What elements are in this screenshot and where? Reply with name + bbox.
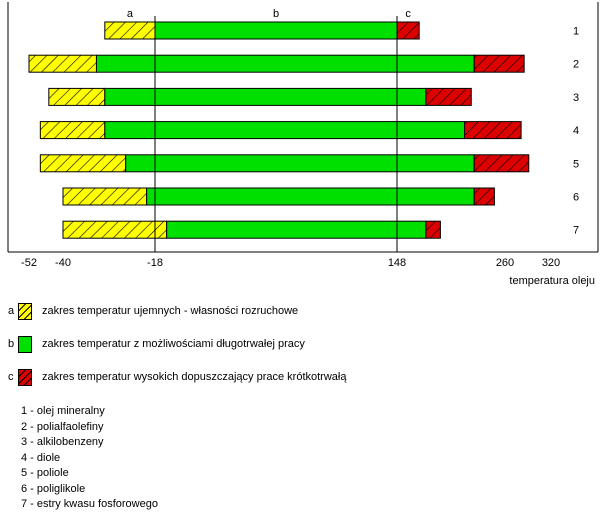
bar-segment-a — [104, 21, 156, 40]
oil-type-key: 1 - olej mineralny 2 - polialfaolefiny 3… — [21, 404, 158, 513]
oil-type-note: 7 - estry kwasu fosforowego — [21, 498, 158, 510]
legend-label: zakres temperatur ujemnych - własności r… — [42, 305, 299, 317]
bar-segment-b — [146, 187, 475, 206]
segment-label-c: c — [405, 8, 411, 20]
oil-type-note: 1 - olej mineralny — [21, 405, 105, 417]
bar-segment-c — [473, 187, 495, 206]
bar-segment-b — [104, 121, 466, 140]
bar-segment-a — [48, 87, 106, 106]
legend-item-c: c zakres temperatur wysokich dopuszczają… — [8, 367, 346, 387]
bar-segment-a — [28, 54, 97, 73]
segment-label-a: a — [127, 8, 134, 20]
bar-segment-b — [104, 87, 427, 106]
x-axis-title: temperatura oleju — [509, 275, 595, 287]
bar-segment-c — [396, 21, 420, 40]
bar-segment-b — [154, 21, 398, 40]
legend-label: zakres temperatur wysokich dopuszczający… — [42, 371, 347, 383]
legend-swatch-b — [18, 335, 32, 353]
oil-type-note: 4 - diole — [21, 451, 61, 464]
bar-segment-c — [473, 54, 525, 73]
row-number-label: 2 — [573, 59, 579, 71]
oil-type-note: 5 - poliole — [21, 467, 69, 479]
bar-segment-c — [473, 154, 530, 173]
bar-segment-a — [39, 154, 127, 173]
oil-type-note: 2 - polialfaolefiny — [21, 420, 104, 433]
oil-temperature-range-chart: 1 2 3 4 5 6 7 a b c -52 -40 -18 148 260 320 temperatura … — [7, 2, 599, 287]
bar-segment-b — [125, 154, 475, 173]
legend-letter: a — [8, 305, 15, 317]
x-tick-label: 260 — [496, 257, 514, 269]
oil-type-note: 6 - poliglikole — [21, 482, 86, 495]
segment-label-b: b — [273, 8, 279, 20]
bar-segment-a — [62, 220, 168, 239]
legend-letter: c — [8, 371, 14, 383]
legend-swatch-a — [18, 302, 32, 320]
row-number-label: 6 — [573, 192, 579, 204]
x-tick-label: 148 — [388, 257, 406, 269]
row-number-label: 4 — [573, 125, 579, 137]
x-tick-label: -52 — [21, 257, 37, 269]
bar-segment-c — [425, 220, 441, 239]
row-number-label: 7 — [573, 225, 579, 237]
oil-type-note: 3 - alkilobenzeny — [21, 436, 104, 448]
legend-label: zakres temperatur z możliwościami długot… — [42, 338, 305, 350]
bar-segment-c — [425, 87, 472, 106]
x-tick-label: 320 — [542, 257, 560, 269]
x-tick-label: -40 — [55, 257, 71, 269]
row-number-label: 1 — [573, 26, 579, 38]
bar-segment-c — [464, 121, 522, 140]
bar-segment-a — [62, 187, 148, 206]
row-number-label: 5 — [573, 158, 579, 170]
bar-segment-b — [95, 54, 475, 73]
legend-item-b: b zakres temperatur z możliwościami dług… — [8, 334, 305, 354]
legend-swatch-c — [18, 368, 32, 386]
row-number-label: 3 — [573, 92, 579, 104]
legend-item-a: a zakres temperatur ujemnych - własności… — [8, 301, 298, 321]
bar-segment-a — [39, 121, 106, 140]
x-tick-label: -18 — [147, 257, 163, 269]
bar-segment-b — [166, 220, 427, 239]
legend-letter: b — [8, 338, 15, 350]
